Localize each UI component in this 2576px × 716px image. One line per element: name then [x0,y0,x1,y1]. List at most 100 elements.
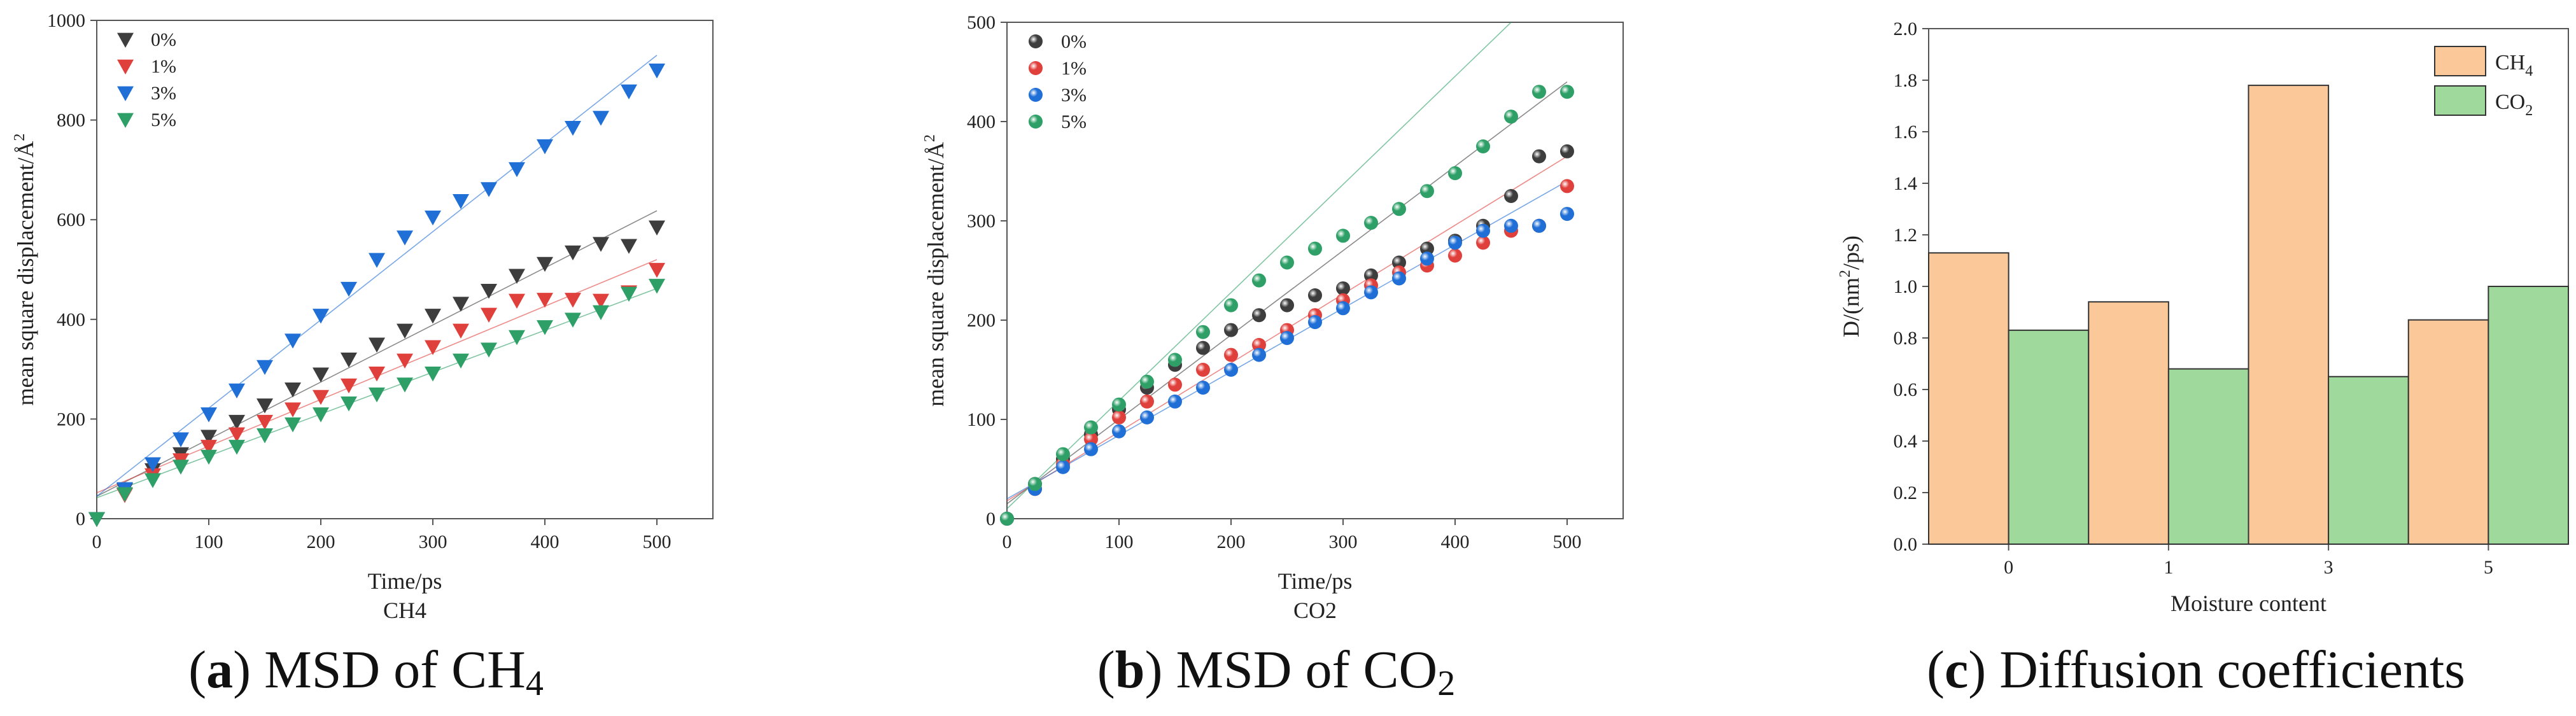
data-point-5% [144,473,161,488]
data-point-5% [172,460,189,475]
legend-label: 1% [1061,58,1087,79]
x-tick-label: 100 [1105,531,1134,552]
x-tick-label: 300 [1329,531,1358,552]
data-point-3% [425,210,441,226]
data-point-0% [1308,288,1322,302]
data-point-5% [229,440,245,455]
data-point-1% [1224,347,1238,362]
data-point-1% [453,323,469,339]
data-point-1% [1112,410,1126,425]
data-point-5% [425,366,441,382]
x-tick-label: 5 [2484,557,2493,578]
data-point-5% [1056,447,1070,461]
data-point-5% [1392,202,1406,216]
bar-CO2-5 [2488,286,2569,545]
y-axis-label: mean square displacement/Å2 [11,134,38,406]
legend-swatch [2434,46,2486,76]
bar-CH4-1 [2088,301,2169,545]
data-point-0% [1420,241,1434,256]
data-point-3% [369,253,385,268]
y-tick-label: 300 [967,211,996,232]
y-tick-label: 500 [967,12,996,33]
fit-line-0% [97,210,658,497]
data-point-1% [593,293,609,309]
data-point-5% [1224,298,1238,312]
bar-CO2-3 [2328,376,2409,545]
data-point-3% [229,383,245,398]
data-point-1% [1084,432,1098,447]
x-tick-label: 1 [2164,557,2173,578]
y-tick-label: 0.2 [1894,482,1918,503]
y-axis-label-main: mean square displacement/Å [13,141,38,406]
legend-marker-1% [117,59,134,74]
data-point-3% [1560,207,1574,221]
data-point-5% [1448,166,1462,181]
y-axis-label-main: mean square displacement/Å [923,142,948,407]
data-point-1% [1140,394,1154,409]
legend-marker-1% [1029,61,1043,75]
data-point-0% [649,220,665,235]
data-point-3% [285,333,301,349]
data-point-5% [1420,184,1434,199]
data-point-5% [1308,241,1322,256]
data-point-1% [285,402,301,418]
data-point-0% [453,297,469,312]
data-point-3% [1280,331,1294,346]
data-point-3% [1224,363,1238,377]
data-point-5% [1252,273,1266,288]
data-point-5% [649,279,665,294]
y-tick-label: 0.8 [1894,328,1918,349]
y-tick-label: 200 [57,409,85,430]
data-point-0% [1560,144,1574,158]
data-point-1% [1560,179,1574,193]
data-point-3% [565,120,581,136]
data-point-1% [341,378,357,394]
x-tick-label: 400 [1441,531,1470,552]
y-axis-label-sup: 2 [922,134,938,142]
data-point-3% [1448,235,1462,250]
y-tick-label: 200 [967,310,996,331]
data-point-5% [1140,374,1154,389]
y-tick-label: 0 [76,509,85,530]
y-axis-label-sup: 2 [1837,270,1854,277]
data-point-1% [509,293,525,309]
data-point-5% [1168,353,1182,367]
legend-label-main: CH [2495,51,2525,74]
data-point-1% [229,427,245,442]
legend-marker-0% [117,32,134,48]
data-point-0% [341,353,357,368]
data-point-1% [1168,377,1182,392]
y-tick-label: 800 [57,110,85,131]
x-tick-label: 300 [419,531,447,552]
data-point-3% [509,162,525,178]
legend-label: 3% [151,83,176,104]
data-point-0% [201,430,217,445]
y-tick-label: 1.6 [1894,122,1918,143]
data-point-0% [1504,189,1518,203]
data-point-0% [621,239,637,254]
legend-marker-3% [117,86,134,101]
panel-sublabel: CH4 [383,598,426,623]
x-axis-label: Time/ps [368,568,442,594]
data-point-0% [1336,281,1350,296]
y-tick-label: 100 [967,409,996,430]
y-tick-label: 0.0 [1894,534,1918,555]
data-point-3% [144,457,161,472]
fit-line-0% [1007,81,1568,505]
x-tick-label: 500 [643,531,672,552]
legend-label: CO2 [2495,90,2533,119]
data-point-0% [593,237,609,252]
data-point-1% [481,307,497,323]
legend-label: CH4 [2495,51,2533,80]
data-point-0% [565,245,581,261]
x-tick-label: 0 [2004,557,2013,578]
data-point-5% [1084,420,1098,435]
x-tick-label: 200 [1217,531,1246,552]
legend-marker-3% [1029,88,1043,102]
data-point-5% [593,305,609,321]
data-point-1% [537,293,553,308]
caption-b: (b) MSD of CO2 [1097,640,1455,703]
data-point-3% [397,230,413,246]
data-point-1% [1196,363,1210,377]
y-axis-label-sup: 2 [11,134,28,141]
